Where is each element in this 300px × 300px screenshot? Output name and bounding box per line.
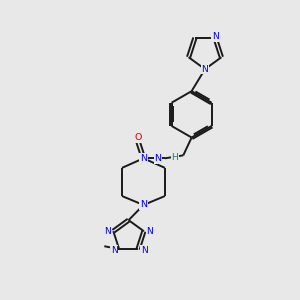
Text: N: N (141, 246, 148, 255)
Text: O: O (134, 133, 142, 142)
Text: N: N (146, 227, 153, 236)
Text: N: N (202, 65, 208, 74)
Text: N: N (140, 154, 147, 163)
Text: H: H (171, 153, 178, 162)
Text: N: N (140, 200, 147, 209)
Text: N: N (104, 227, 111, 236)
Text: N: N (154, 154, 161, 163)
Text: N: N (111, 246, 118, 255)
Text: N: N (212, 32, 218, 41)
